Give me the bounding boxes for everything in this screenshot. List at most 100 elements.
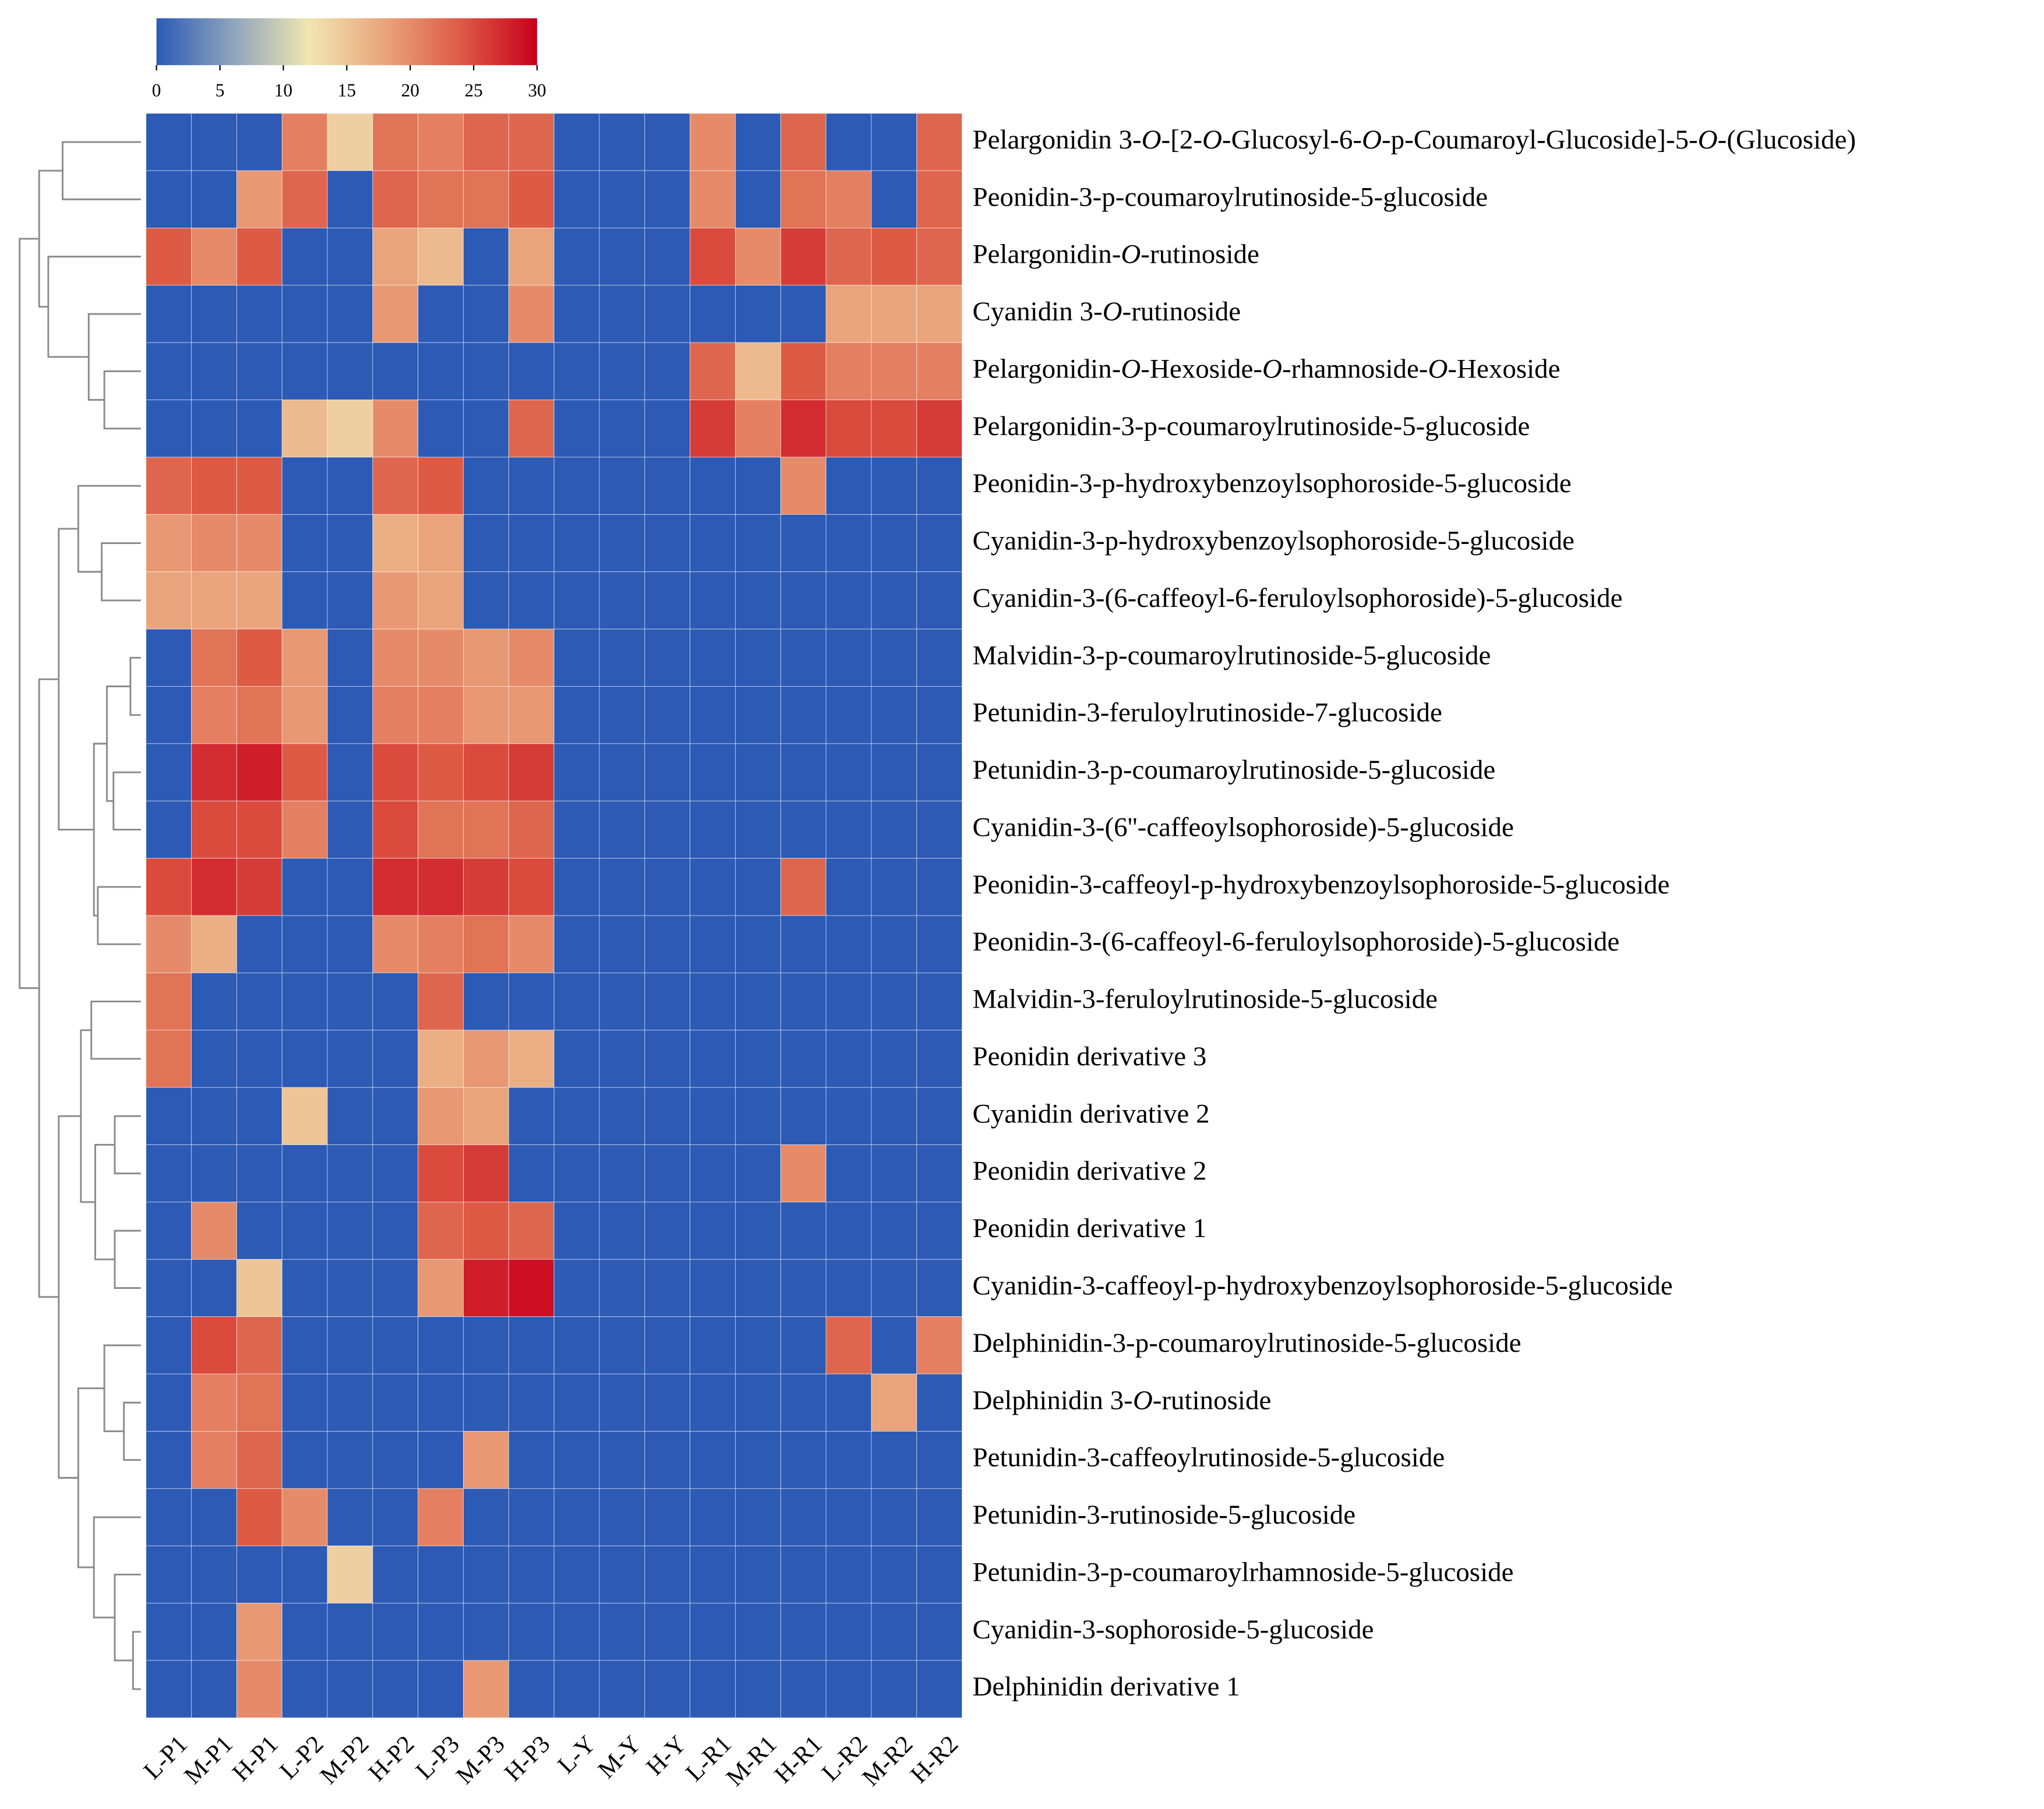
- heatmap-cell: [146, 1030, 192, 1088]
- heatmap-cell: [191, 1603, 237, 1661]
- heatmap-cell: [735, 858, 781, 916]
- heatmap-cell: [825, 800, 872, 859]
- heatmap-cell: [146, 972, 192, 1031]
- heatmap-cell: [327, 457, 373, 515]
- heatmap-cell: [644, 514, 691, 573]
- heatmap-cell: [508, 1144, 555, 1203]
- heatmap-cell: [418, 1431, 464, 1489]
- heatmap-cell: [463, 1259, 509, 1317]
- heatmap-cell: [825, 1373, 872, 1432]
- heatmap-cell: [553, 858, 600, 916]
- heatmap-cell: [553, 915, 600, 973]
- heatmap-cell: [281, 1603, 328, 1661]
- heatmap-cell: [644, 686, 691, 744]
- heatmap-cell: [644, 457, 691, 515]
- row-label: Pelargonidin-O-rutinoside: [972, 239, 1259, 269]
- heatmap-cell: [236, 1431, 283, 1489]
- heatmap-cell: [644, 1144, 691, 1203]
- heatmap-cell: [599, 628, 645, 687]
- heatmap-cell: [418, 1144, 464, 1203]
- heatmap-cell: [735, 227, 781, 286]
- heatmap-cell: [780, 1660, 827, 1718]
- heatmap-cell: [599, 800, 645, 859]
- heatmap-cell: [327, 400, 373, 458]
- heatmap-cell: [463, 915, 509, 973]
- heatmap-cell: [327, 113, 373, 171]
- heatmap-cell: [644, 285, 691, 343]
- heatmap-cell: [463, 285, 509, 343]
- row-label: Delphinidin derivative 1: [972, 1672, 1240, 1702]
- heatmap-cell: [825, 1488, 872, 1546]
- row-label: Cyanidin 3-O-rutinoside: [972, 296, 1241, 327]
- heatmap-cell: [327, 1488, 373, 1546]
- heatmap-cell: [644, 1316, 691, 1375]
- heatmap-cell: [236, 1660, 283, 1718]
- heatmap-cell: [599, 1431, 645, 1489]
- heatmap-cell: [644, 1030, 691, 1088]
- heatmap-cell: [191, 400, 237, 458]
- heatmap-cell: [871, 1431, 917, 1489]
- heatmap-cell: [599, 342, 645, 401]
- heatmap-cell: [146, 1660, 192, 1718]
- heatmap-cell: [553, 170, 600, 228]
- heatmap-cell: [327, 972, 373, 1031]
- heatmap-cell: [372, 457, 419, 515]
- heatmap-cell: [690, 170, 736, 228]
- heatmap-cell: [553, 113, 600, 171]
- heatmap-cell: [236, 1603, 283, 1661]
- heatmap-cell: [871, 571, 917, 630]
- heatmap-cell: [281, 227, 328, 286]
- heatmap-cell: [146, 915, 192, 973]
- heatmap-cell: [463, 628, 509, 687]
- heatmap-cell: [508, 1259, 555, 1317]
- heatmap-cell: [508, 628, 555, 687]
- heatmap-cell: [690, 858, 736, 916]
- row-label: Cyanidin-3-(6''-caffeoylsophoroside)-5-g…: [972, 812, 1513, 842]
- heatmap-cell: [236, 400, 283, 458]
- heatmap-cell: [418, 571, 464, 630]
- heatmap-cell: [825, 342, 872, 401]
- heatmap-cell: [236, 915, 283, 973]
- heatmap-cell: [281, 514, 328, 573]
- heatmap-cell: [281, 972, 328, 1031]
- heatmap-cell: [372, 628, 419, 687]
- heatmap-cell: [281, 1259, 328, 1317]
- heatmap-cell: [146, 1259, 192, 1317]
- heatmap-cell: [690, 514, 736, 573]
- heatmap-cell: [690, 686, 736, 744]
- heatmap-cell: [690, 1660, 736, 1718]
- heatmap-cell: [191, 1545, 237, 1604]
- heatmap-cell: [916, 1373, 963, 1432]
- heatmap-cell: [508, 800, 555, 859]
- heatmap-cell: [599, 1316, 645, 1375]
- heatmap-cell: [418, 915, 464, 973]
- heatmap-cell: [871, 170, 917, 228]
- heatmap-cell: [418, 1030, 464, 1088]
- heatmap-cell: [372, 743, 419, 801]
- row-label: Pelargonidin 3-O-[2-O-Glucosyl-6-O-p-Cou…: [972, 125, 1856, 155]
- heatmap-cell: [916, 743, 963, 801]
- heatmap-cell: [146, 1202, 192, 1260]
- row-label: Peonidin-3-(6-caffeoyl-6-feruloylsophoro…: [972, 927, 1619, 957]
- heatmap-cell: [281, 285, 328, 343]
- heatmap-cell: [735, 1259, 781, 1317]
- heatmap-cell: [825, 1660, 872, 1718]
- heatmap-cell: [191, 915, 237, 973]
- heatmap-cell: [327, 514, 373, 573]
- heatmap-cell: [871, 1144, 917, 1203]
- heatmap-cell: [236, 342, 283, 401]
- heatmap-cell: [916, 972, 963, 1031]
- heatmap-cell: [599, 227, 645, 286]
- heatmap-cell: [418, 972, 464, 1031]
- heatmap-cell: [690, 1144, 736, 1203]
- heatmap-cell: [281, 1431, 328, 1489]
- heatmap-cell: [236, 686, 283, 744]
- heatmap-cell: [463, 743, 509, 801]
- heatmap-cell: [599, 514, 645, 573]
- heatmap-cell: [780, 1087, 827, 1145]
- heatmap-cell: [916, 514, 963, 573]
- heatmap-cell: [735, 1087, 781, 1145]
- heatmap-cell: [146, 686, 192, 744]
- heatmap-cell: [780, 342, 827, 401]
- heatmap-cell: [871, 514, 917, 573]
